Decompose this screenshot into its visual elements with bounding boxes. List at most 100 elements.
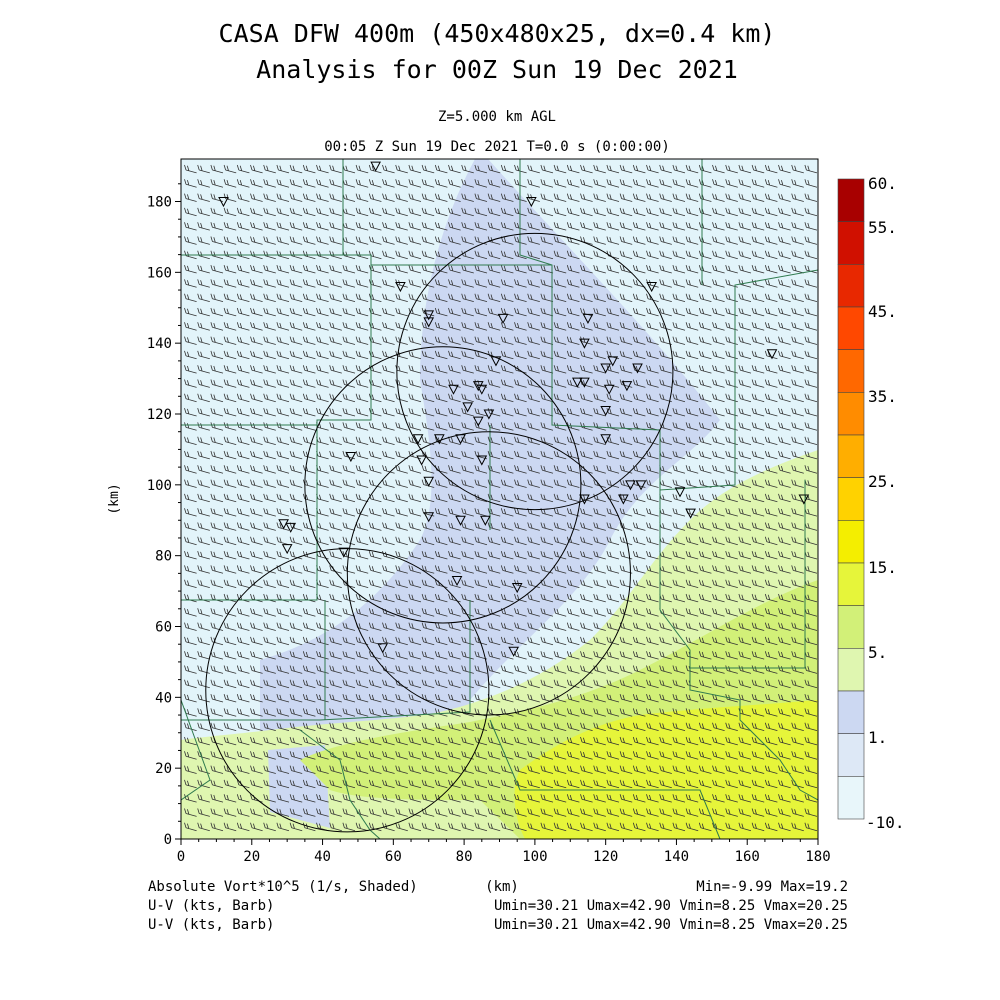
y-tick-label: 60 bbox=[155, 620, 172, 636]
station-marker bbox=[455, 515, 466, 526]
station-marker bbox=[582, 313, 594, 324]
time-label: 00:05 Z Sun 19 Dec 2021 T=0.0 s (0:00:00… bbox=[324, 139, 670, 155]
station-marker bbox=[377, 643, 389, 654]
station-marker bbox=[448, 384, 459, 395]
x-axis-unit: (km) bbox=[485, 879, 519, 895]
colorbar-label: 45. bbox=[868, 302, 897, 321]
colorbar-swatch bbox=[837, 690, 865, 734]
colorbar-label: 35. bbox=[868, 387, 897, 406]
station-marker bbox=[607, 356, 619, 367]
station-marker bbox=[423, 317, 435, 328]
station-markers bbox=[218, 161, 810, 657]
station-marker bbox=[508, 646, 519, 657]
colorbar-swatch bbox=[837, 306, 865, 350]
station-marker bbox=[423, 310, 435, 321]
station-marker bbox=[497, 313, 509, 324]
footer-barb-label-2: U-V (kts, Barb) bbox=[148, 917, 274, 933]
x-tick-label: 180 bbox=[805, 849, 830, 865]
colorbar: 60. 55. 45. 35. 25. 15. 5. 1. -10. bbox=[837, 174, 905, 832]
station-marker bbox=[635, 480, 647, 491]
colorbar-label: 1. bbox=[868, 728, 887, 747]
station-marker bbox=[579, 494, 590, 505]
y-axis-label: (km) bbox=[107, 483, 122, 514]
colorbar-swatch bbox=[837, 264, 865, 308]
colorbar-label: 25. bbox=[868, 472, 897, 491]
station-marker bbox=[572, 377, 583, 388]
station-marker bbox=[285, 522, 297, 533]
station-marker bbox=[434, 434, 445, 445]
y-tick-label: 140 bbox=[147, 336, 172, 352]
colorbar-label: 60. bbox=[868, 174, 897, 193]
chart-title-line2: Analysis for 00Z Sun 19 Dec 2021 bbox=[256, 55, 738, 84]
station-marker bbox=[603, 384, 615, 395]
station-marker bbox=[526, 197, 537, 208]
station-marker bbox=[632, 363, 643, 374]
colorbar-swatch bbox=[837, 520, 865, 564]
y-tick-label: 0 bbox=[164, 832, 172, 848]
x-tick-label: 40 bbox=[314, 849, 331, 865]
colorbar-swatch bbox=[837, 477, 865, 521]
station-marker bbox=[416, 455, 427, 466]
footer-uv-stats-1: Umin=30.21 Umax=42.90 Vmin=8.25 Vmax=20.… bbox=[494, 898, 848, 914]
footer-minmax: Min=-9.99 Max=19.2 bbox=[696, 879, 848, 895]
colorbar-swatch bbox=[837, 605, 865, 649]
radar-ring bbox=[304, 346, 582, 624]
y-tick-label: 160 bbox=[147, 265, 172, 281]
station-marker bbox=[618, 494, 629, 505]
colorbar-label: 5. bbox=[868, 643, 887, 662]
station-marker bbox=[798, 494, 810, 505]
station-marker bbox=[455, 434, 466, 445]
x-tick-label: 100 bbox=[522, 849, 547, 865]
station-marker bbox=[685, 508, 696, 519]
station-marker bbox=[423, 476, 435, 487]
county-line bbox=[659, 490, 818, 801]
station-marker bbox=[278, 519, 289, 530]
station-marker bbox=[600, 363, 611, 374]
station-marker bbox=[338, 547, 350, 558]
county-line bbox=[489, 719, 721, 839]
station-marker bbox=[451, 575, 463, 587]
station-marker bbox=[218, 197, 229, 208]
station-marker bbox=[423, 512, 435, 523]
colorbar-swatch bbox=[837, 392, 865, 436]
station-marker bbox=[646, 282, 658, 293]
colorbar-swatch bbox=[837, 776, 865, 820]
station-marker bbox=[579, 377, 590, 388]
y-tick-label: 20 bbox=[155, 761, 172, 777]
station-marker bbox=[476, 455, 488, 466]
county-line bbox=[181, 699, 211, 801]
colorbar-swatch bbox=[837, 562, 865, 606]
station-marker bbox=[281, 544, 293, 555]
y-tick-label: 120 bbox=[147, 407, 172, 423]
colorbar-swatch bbox=[837, 434, 865, 478]
radar-ring bbox=[346, 431, 631, 716]
chart-title-line1: CASA DFW 400m (450x480x25, dx=0.4 km) bbox=[219, 19, 776, 48]
county-line bbox=[299, 729, 381, 839]
station-marker bbox=[511, 583, 523, 594]
station-marker bbox=[621, 381, 633, 392]
colorbar-swatch bbox=[837, 178, 865, 222]
colorbar-swatch bbox=[837, 733, 865, 777]
level-label: Z=5.000 km AGL bbox=[438, 109, 556, 125]
colorbar-swatch bbox=[837, 349, 865, 393]
station-marker bbox=[600, 405, 611, 417]
colorbar-label: -10. bbox=[866, 813, 905, 832]
y-tick-label: 40 bbox=[155, 690, 172, 706]
station-marker bbox=[600, 434, 611, 445]
station-marker bbox=[395, 282, 406, 293]
colorbar-label: 15. bbox=[868, 558, 897, 577]
colorbar-label: 55. bbox=[868, 218, 897, 237]
footer-field-label: Absolute Vort*10^5 (1/s, Shaded) bbox=[148, 879, 418, 895]
station-marker bbox=[674, 487, 686, 498]
y-tick-label: 80 bbox=[155, 549, 172, 565]
x-tick-label: 120 bbox=[593, 849, 618, 865]
station-marker bbox=[490, 356, 502, 367]
station-marker bbox=[472, 416, 484, 427]
y-tick-label: 100 bbox=[147, 478, 172, 494]
x-tick-label: 20 bbox=[243, 849, 260, 865]
station-marker bbox=[625, 480, 636, 491]
x-tick-label: 140 bbox=[664, 849, 689, 865]
station-marker bbox=[483, 409, 495, 420]
x-tick-label: 60 bbox=[385, 849, 402, 865]
